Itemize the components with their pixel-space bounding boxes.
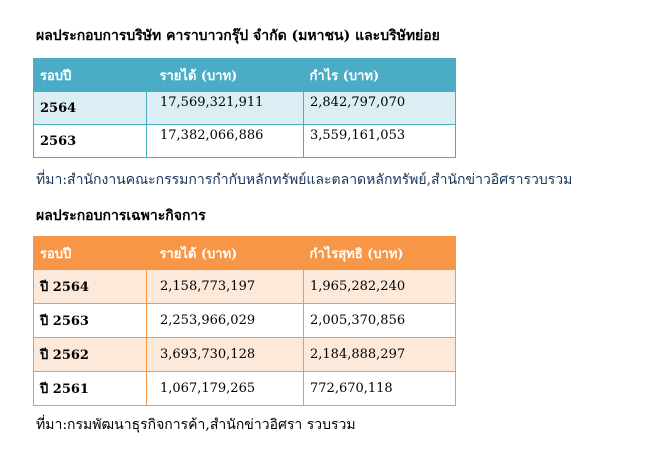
table-header-row: รอบปี รายได้ (บาท) กำไรสุทธิ (บาท) [33, 236, 456, 270]
column-header-revenue: รายได้ (บาท) [159, 68, 238, 84]
row-profit: 2,842,797,070 [303, 91, 456, 125]
row-year: 2564 [33, 91, 147, 125]
column-header-year: รอบปี [40, 68, 72, 84]
row-year: ปี 2561 [33, 371, 147, 406]
row-net-profit: 1,965,282,240 [303, 269, 456, 304]
row-revenue: 17,382,066,886 [146, 124, 304, 158]
row-net-profit: 772,670,118 [303, 371, 456, 406]
row-profit: 3,559,161,053 [303, 124, 456, 158]
section2-source: ที่มา:กรมพัฒนาธุรกิจการค้า,สำนักข่าวอิศร… [36, 417, 356, 433]
row-net-profit: 2,184,888,297 [303, 337, 456, 372]
section1-source: ที่มา:สำนักงานคณะกรรมการกำกับหลักทรัพย์แ… [36, 172, 573, 188]
column-header-year: รอบปี [40, 246, 72, 262]
row-revenue: 2,158,773,197 [146, 269, 304, 304]
row-year: 2563 [33, 124, 147, 158]
table-row: 2564 17,569,321,911 2,842,797,070 [33, 91, 456, 125]
section1-title: ผลประกอบการบริษัท คาราบาวกรุ๊ป จำกัด (มห… [36, 28, 440, 44]
row-net-profit: 2,005,370,856 [303, 303, 456, 338]
table-row: ปี 2564 2,158,773,197 1,965,282,240 [33, 269, 456, 304]
section2-title: ผลประกอบการเฉพาะกิจการ [36, 208, 206, 224]
row-year: ปี 2562 [33, 337, 147, 372]
table-row: ปี 2563 2,253,966,029 2,005,370,856 [33, 303, 456, 338]
table-row: ปี 2561 1,067,179,265 772,670,118 [33, 371, 456, 406]
row-revenue: 2,253,966,029 [146, 303, 304, 338]
table-row: 2563 17,382,066,886 3,559,161,053 [33, 124, 456, 158]
table-row: ปี 2562 3,693,730,128 2,184,888,297 [33, 337, 456, 372]
column-header-revenue: รายได้ (บาท) [159, 246, 238, 262]
row-revenue: 17,569,321,911 [146, 91, 304, 125]
company-results-table: รอบปี รายได้ (บาท) กำไร (บาท) 2564 17,56… [33, 58, 456, 158]
row-revenue: 3,693,730,128 [146, 337, 304, 372]
column-header-profit: กำไร (บาท) [309, 68, 380, 84]
standalone-results-table: รอบปี รายได้ (บาท) กำไรสุทธิ (บาท) ปี 25… [33, 236, 456, 406]
row-year: ปี 2563 [33, 303, 147, 338]
row-revenue: 1,067,179,265 [146, 371, 304, 406]
table-header-row: รอบปี รายได้ (บาท) กำไร (บาท) [33, 58, 456, 92]
row-year: ปี 2564 [33, 269, 147, 304]
column-header-net-profit: กำไรสุทธิ (บาท) [309, 246, 404, 262]
